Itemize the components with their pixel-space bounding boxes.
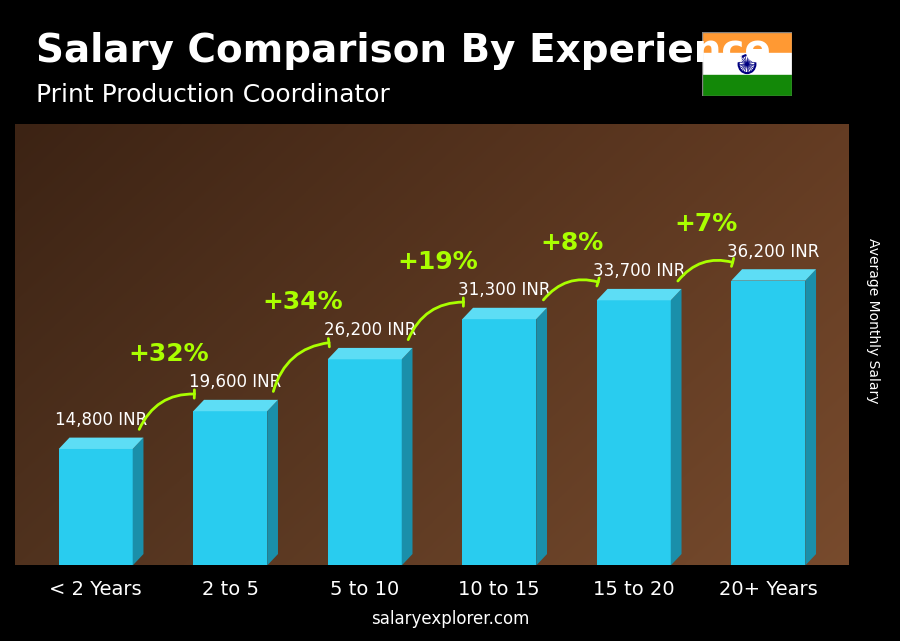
- Polygon shape: [670, 289, 681, 565]
- Polygon shape: [536, 308, 547, 565]
- Text: +32%: +32%: [128, 342, 209, 366]
- Polygon shape: [597, 289, 681, 300]
- Text: 14,800 INR: 14,800 INR: [55, 411, 148, 429]
- Text: 26,200 INR: 26,200 INR: [324, 321, 417, 339]
- Polygon shape: [328, 348, 412, 360]
- Text: 31,300 INR: 31,300 INR: [458, 281, 551, 299]
- Polygon shape: [597, 300, 670, 565]
- Text: +19%: +19%: [397, 250, 478, 274]
- Polygon shape: [58, 449, 132, 565]
- Polygon shape: [732, 281, 806, 565]
- Text: +34%: +34%: [263, 290, 343, 314]
- Polygon shape: [132, 438, 143, 565]
- Polygon shape: [463, 319, 536, 565]
- Text: < 2 Years: < 2 Years: [50, 579, 142, 599]
- Polygon shape: [58, 438, 143, 449]
- Polygon shape: [401, 348, 412, 565]
- Text: 15 to 20: 15 to 20: [593, 579, 675, 599]
- Text: 5 to 10: 5 to 10: [330, 579, 400, 599]
- Polygon shape: [328, 360, 401, 565]
- Text: Print Production Coordinator: Print Production Coordinator: [36, 83, 390, 107]
- Polygon shape: [194, 400, 278, 412]
- Polygon shape: [194, 412, 267, 565]
- Polygon shape: [267, 400, 278, 565]
- Text: 20+ Years: 20+ Years: [719, 579, 818, 599]
- Text: 36,200 INR: 36,200 INR: [727, 243, 820, 261]
- Bar: [702, 75, 792, 96]
- Polygon shape: [463, 308, 547, 319]
- Text: salaryexplorer.com: salaryexplorer.com: [371, 610, 529, 628]
- Circle shape: [746, 63, 748, 65]
- Text: 10 to 15: 10 to 15: [458, 579, 540, 599]
- Bar: [702, 32, 792, 53]
- Text: +8%: +8%: [540, 231, 604, 255]
- Text: Salary Comparison By Experience: Salary Comparison By Experience: [36, 32, 770, 70]
- Bar: [702, 53, 792, 75]
- Text: 2 to 5: 2 to 5: [202, 579, 258, 599]
- Polygon shape: [806, 269, 816, 565]
- Text: Average Monthly Salary: Average Monthly Salary: [866, 238, 880, 403]
- Text: +7%: +7%: [675, 212, 738, 236]
- Polygon shape: [732, 269, 816, 281]
- Text: 19,600 INR: 19,600 INR: [190, 373, 282, 391]
- Text: 33,700 INR: 33,700 INR: [593, 262, 685, 280]
